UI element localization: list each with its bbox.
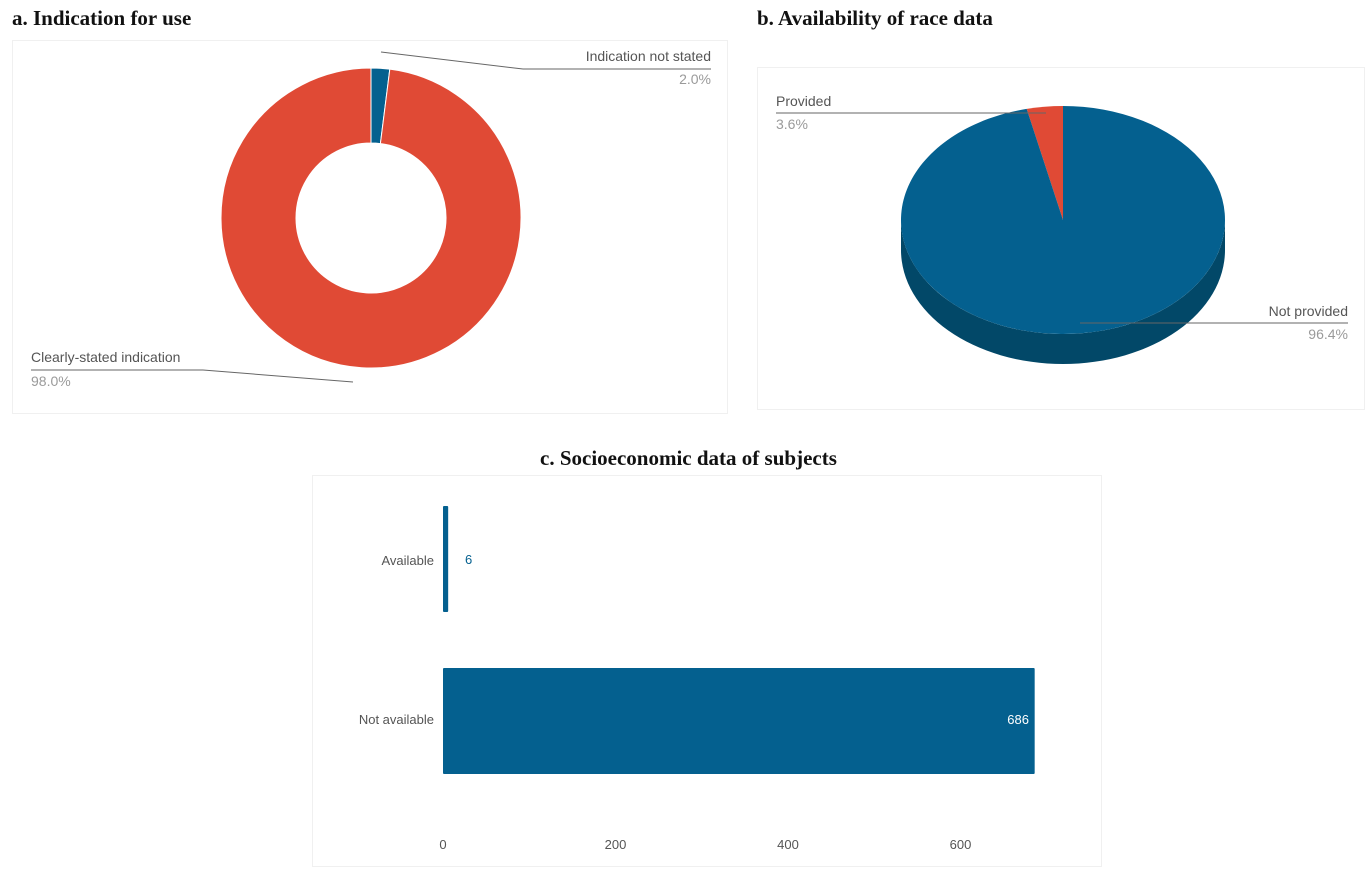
percent-clearly-stated-indication: 98.0% <box>31 373 71 389</box>
panel-c-title: c. Socioeconomic data of subjects <box>540 446 837 470</box>
label-provided: Provided <box>776 93 831 109</box>
label-indication-not-stated: Indication not stated <box>586 48 711 64</box>
label-not-provided: Not provided <box>1269 303 1348 319</box>
leader-line-clearly-stated-diag <box>202 369 354 383</box>
leader-line-indication-not-stated <box>380 51 524 70</box>
pie-side-wall <box>901 220 1225 364</box>
category-label-available: Available <box>381 553 434 568</box>
donut-slice-clearly-stated-indication <box>220 67 522 369</box>
value-label-available: 6 <box>465 552 472 567</box>
panel-b-title: b. Availability of race data <box>757 6 993 30</box>
x-tick-label-600: 600 <box>950 837 972 852</box>
bar-not-available <box>443 668 1035 774</box>
percent-provided: 3.6% <box>776 116 808 132</box>
value-label-not-available: 686 <box>1007 712 1029 727</box>
x-tick-label-0: 0 <box>439 837 446 852</box>
pie-chart-3d: Provided 3.6% Not provided 96.4% <box>776 93 1348 364</box>
panel-b-chart-area: Provided 3.6% Not provided 96.4% <box>757 67 1365 410</box>
donut-chart: Indication not stated 2.0% Clearly-state… <box>31 48 711 389</box>
percent-not-provided: 96.4% <box>1308 326 1348 342</box>
percent-indication-not-stated: 2.0% <box>679 71 711 87</box>
pie-slice-provided <box>1026 106 1063 220</box>
bar-available <box>443 506 449 612</box>
panel-a-chart-area: Indication not stated 2.0% Clearly-state… <box>12 40 728 414</box>
bar-chart: Available Not available 6 686 0 200 400 600 <box>359 506 1035 852</box>
panel-c-chart-area: Available Not available 6 686 0 200 400 600 <box>312 475 1102 867</box>
panel-a-title: a. Indication for use <box>12 6 192 30</box>
x-tick-label-200: 200 <box>605 837 627 852</box>
category-label-not-available: Not available <box>359 712 434 727</box>
x-tick-label-400: 400 <box>777 837 799 852</box>
pie-slice-not-provided <box>901 106 1225 334</box>
label-clearly-stated-indication: Clearly-stated indication <box>31 349 180 365</box>
